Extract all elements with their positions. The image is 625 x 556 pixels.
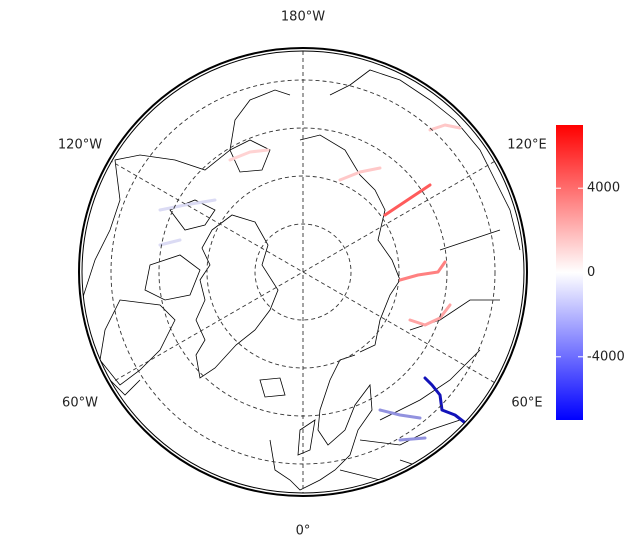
longitude-label: 120°E xyxy=(507,138,547,153)
longitude-label: 120°W xyxy=(58,138,102,153)
river xyxy=(338,123,462,182)
map-border-inner xyxy=(81,50,525,494)
river xyxy=(378,408,427,442)
river xyxy=(398,260,447,282)
latitude-circle xyxy=(254,223,352,321)
colorbar-tick-label: -4000 xyxy=(587,349,625,364)
europe xyxy=(259,354,373,491)
river xyxy=(423,376,470,427)
colorbar-tick-label: 4000 xyxy=(587,181,620,196)
longitude-label: 60°E xyxy=(511,396,542,411)
longitude-label: 60°W xyxy=(62,396,98,411)
colorbar: 4000 0 -4000 xyxy=(556,125,625,420)
coastlines xyxy=(82,69,521,491)
longitude-label: 180°W xyxy=(281,10,325,25)
river xyxy=(158,198,217,247)
graticule xyxy=(110,51,496,493)
colorbar-tick-label: 0 xyxy=(587,265,595,280)
arctic-islands xyxy=(99,139,271,386)
map-border xyxy=(78,47,528,497)
polar-map: 180°W 120°W 120°E 60°W 60°E 0° xyxy=(58,10,547,539)
meridian xyxy=(111,161,495,383)
longitude-label: 0° xyxy=(296,524,311,539)
river xyxy=(228,148,270,162)
river xyxy=(408,303,452,327)
meridian xyxy=(111,161,495,383)
greenland xyxy=(195,214,279,379)
siberia xyxy=(299,69,521,353)
river xyxy=(383,183,432,217)
